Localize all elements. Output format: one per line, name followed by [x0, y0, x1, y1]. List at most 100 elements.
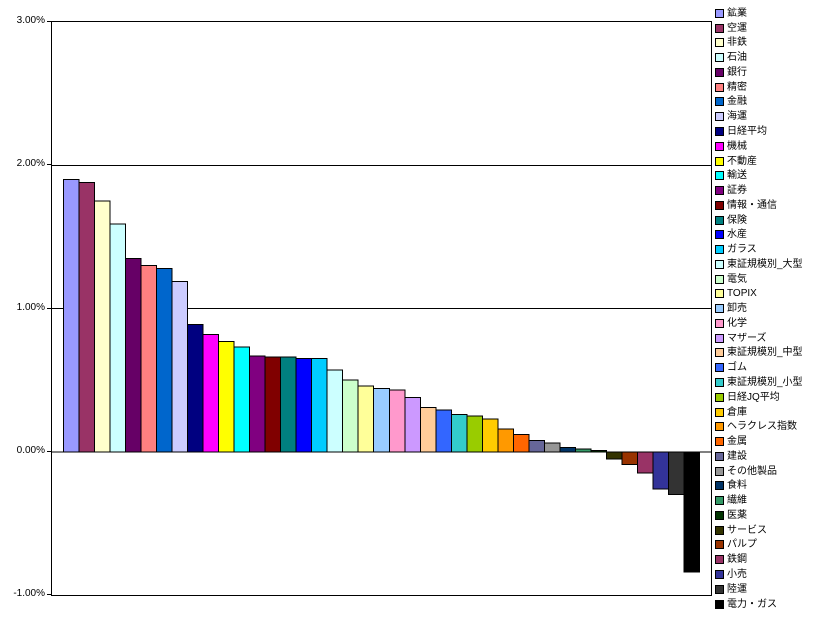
legend-swatch-icon	[715, 422, 724, 432]
bar-マザーズ	[404, 396, 421, 453]
legend-swatch-icon	[715, 200, 724, 210]
legend-label: 金属	[727, 436, 747, 448]
legend-label: 建設	[727, 450, 747, 462]
y-axis-tick-label: 2.00%	[16, 158, 45, 170]
legend-label: 非鉄	[727, 37, 747, 49]
legend-item-食料: 食料	[715, 479, 833, 494]
legend-item-保険: 保険	[715, 213, 833, 228]
legend-item-銀行: 銀行	[715, 65, 833, 80]
legend-label: 倉庫	[727, 406, 747, 418]
legend-label: 輸送	[727, 170, 747, 182]
legend-item-電気: 電気	[715, 272, 833, 287]
legend-swatch-icon	[715, 392, 724, 402]
legend-swatch-icon	[715, 215, 724, 225]
legend-item-ヘラクレス指数: ヘラクレス指数	[715, 419, 833, 434]
legend-label: 不動産	[727, 155, 757, 167]
legend-label: 鉱業	[727, 7, 747, 19]
legend-swatch-icon	[715, 82, 724, 92]
legend-label: 銀行	[727, 66, 747, 78]
bar-金融	[156, 267, 173, 453]
bar-ガラス	[311, 358, 328, 453]
legend-item-建設: 建設	[715, 449, 833, 464]
legend-item-精密: 精密	[715, 80, 833, 95]
legend-label: 食料	[727, 480, 747, 492]
legend-swatch-icon	[715, 23, 724, 33]
legend-label: 電気	[727, 273, 747, 285]
legend-label: 機械	[727, 140, 747, 152]
legend-item-東証規模別_中型: 東証規模別_中型	[715, 346, 833, 361]
legend-item-金融: 金融	[715, 95, 833, 110]
legend-label: 東証規模別_大型	[727, 258, 803, 270]
legend-label: その他製品	[727, 465, 777, 477]
y-axis-tick-label: 3.00%	[16, 15, 45, 26]
bar-パルプ	[621, 451, 638, 466]
bar-小売	[652, 451, 669, 490]
legend-item-陸運: 陸運	[715, 582, 833, 597]
legend-item-小売: 小売	[715, 567, 833, 582]
bar-鉱業	[63, 179, 80, 453]
bars-canvas	[52, 164, 711, 573]
legend-swatch-icon	[715, 274, 724, 284]
legend-label: 電力・ガス	[727, 598, 777, 610]
legend-label: 日経平均	[727, 126, 767, 137]
legend-item-ゴム: ゴム	[715, 360, 833, 375]
legend-item-鉄鋼: 鉄鋼	[715, 552, 833, 567]
legend-swatch-icon	[715, 53, 724, 63]
legend-swatch-icon	[715, 171, 724, 181]
bar-日経JQ平均	[466, 415, 483, 453]
legend-item-情報・通信: 情報・通信	[715, 198, 833, 213]
legend-swatch-icon	[715, 348, 724, 358]
legend-label: 精密	[727, 81, 747, 93]
legend-item-不動産: 不動産	[715, 154, 833, 169]
legend-swatch-icon	[715, 333, 724, 343]
legend-item-化学: 化学	[715, 316, 833, 331]
bar-医薬	[590, 449, 607, 453]
legend-swatch-icon	[715, 363, 724, 373]
legend-label: 東証規模別_中型	[727, 347, 803, 359]
legend-swatch-icon	[715, 304, 724, 314]
bar-その他製品	[543, 442, 561, 453]
legend-item-機械: 機械	[715, 139, 833, 154]
legend-swatch-icon	[715, 112, 724, 122]
bar-情報・通信	[264, 356, 282, 453]
legend-label: 小売	[727, 568, 747, 580]
legend-swatch-icon	[715, 259, 724, 269]
legend-label: 化学	[727, 317, 747, 329]
legend-swatch-icon	[715, 289, 724, 299]
bar-金属	[512, 434, 530, 453]
legend-item-日経平均: 日経平均	[715, 124, 833, 139]
legend-label: 証券	[727, 185, 747, 197]
legend-swatch-icon	[715, 8, 724, 18]
legend-swatch-icon	[715, 38, 724, 48]
legend-swatch-icon	[715, 67, 724, 77]
legend-label: 東証規模別_小型	[727, 377, 803, 389]
bar-海運	[171, 280, 189, 453]
legend-item-輸送: 輸送	[715, 168, 833, 183]
legend-swatch-icon	[715, 378, 724, 388]
y-axis-tick-mark	[47, 307, 52, 309]
legend-item-海運: 海運	[715, 109, 833, 124]
legend-label: ヘラクレス指数	[727, 421, 797, 433]
bar-建設	[528, 439, 545, 453]
legend-item-パルプ: パルプ	[715, 538, 833, 553]
bar-石油	[109, 223, 127, 453]
bar-鉄鋼	[636, 451, 654, 474]
bar-東証規模別_中型	[419, 406, 437, 453]
bar-保険	[280, 356, 297, 453]
legend-label: 日経JQ平均	[727, 391, 780, 403]
bar-卸売	[373, 388, 390, 453]
legend-item-空運: 空運	[715, 21, 833, 36]
bar-不動産	[218, 340, 235, 453]
legend-item-医薬: 医薬	[715, 508, 833, 523]
legend-swatch-icon	[715, 318, 724, 328]
bar-食料	[559, 446, 576, 453]
y-axis-tick-mark	[47, 450, 52, 452]
legend-swatch-icon	[715, 141, 724, 151]
legend-swatch-icon	[715, 599, 724, 609]
legend-swatch-icon	[715, 510, 724, 520]
legend-item-非鉄: 非鉄	[715, 36, 833, 51]
legend-swatch-icon	[715, 466, 724, 476]
legend-swatch-icon	[715, 540, 724, 550]
legend-swatch-icon	[715, 156, 724, 166]
legend-label: 陸運	[727, 583, 747, 595]
